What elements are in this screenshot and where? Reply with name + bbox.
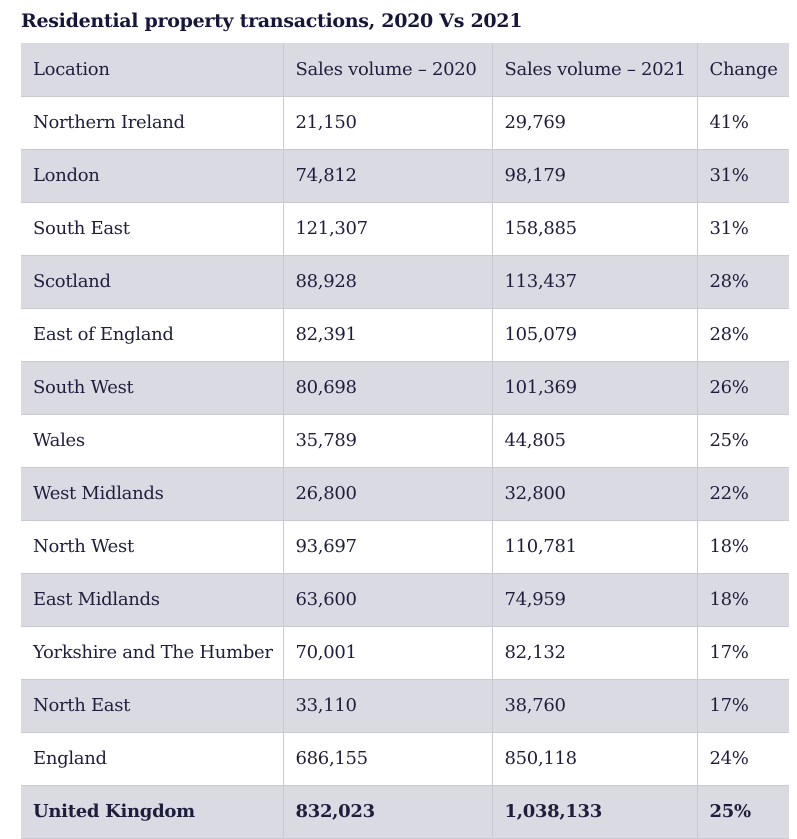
cell-location: North West — [21, 520, 284, 574]
cell-location: Northern Ireland — [21, 96, 284, 150]
header-location: Location — [21, 43, 284, 97]
cell-location: Yorkshire and The Humber — [21, 626, 284, 680]
cell-sales-2020: 33,110 — [283, 679, 493, 733]
cell-sales-2020: 121,307 — [283, 202, 493, 256]
cell-sales-2020: 63,600 — [283, 573, 493, 627]
cell-sales-2020: 26,800 — [283, 467, 493, 521]
cell-change: 31% — [697, 149, 789, 203]
cell-sales-2021: 158,885 — [492, 202, 698, 256]
cell-sales-2021: 101,369 — [492, 361, 698, 415]
cell-location: London — [21, 149, 284, 203]
table-title: Residential property transactions, 2020 … — [21, 10, 523, 32]
cell-sales-2020: 70,001 — [283, 626, 493, 680]
table-row: South West 80,698 101,369 26% — [21, 361, 789, 415]
cell-sales-2020: 832,023 — [283, 785, 493, 839]
cell-location: East of England — [21, 308, 284, 362]
header-change: Change — [697, 43, 789, 97]
cell-sales-2021: 29,769 — [492, 96, 698, 150]
cell-change: 28% — [697, 255, 789, 309]
cell-sales-2020: 686,155 — [283, 732, 493, 786]
cell-sales-2020: 88,928 — [283, 255, 493, 309]
table-row: Wales 35,789 44,805 25% — [21, 414, 789, 468]
table-row: England 686,155 850,118 24% — [21, 732, 789, 786]
cell-location: North East — [21, 679, 284, 733]
cell-change: 26% — [697, 361, 789, 415]
cell-sales-2020: 21,150 — [283, 96, 493, 150]
cell-sales-2021: 113,437 — [492, 255, 698, 309]
cell-sales-2020: 82,391 — [283, 308, 493, 362]
cell-sales-2020: 74,812 — [283, 149, 493, 203]
cell-change: 18% — [697, 573, 789, 627]
cell-sales-2021: 38,760 — [492, 679, 698, 733]
cell-change: 41% — [697, 96, 789, 150]
cell-change: 17% — [697, 626, 789, 680]
cell-location: Scotland — [21, 255, 284, 309]
table-row: North East 33,110 38,760 17% — [21, 679, 789, 733]
table-row-total: United Kingdom 832,023 1,038,133 25% — [21, 785, 789, 839]
cell-sales-2021: 110,781 — [492, 520, 698, 574]
cell-location: United Kingdom — [21, 785, 284, 839]
cell-change: 31% — [697, 202, 789, 256]
table-row: Northern Ireland 21,150 29,769 41% — [21, 96, 789, 150]
cell-location: England — [21, 732, 284, 786]
cell-change: 18% — [697, 520, 789, 574]
header-row: Location Sales volume – 2020 Sales volum… — [21, 43, 789, 97]
cell-change: 25% — [697, 414, 789, 468]
cell-change: 17% — [697, 679, 789, 733]
cell-sales-2021: 44,805 — [492, 414, 698, 468]
cell-sales-2021: 1,038,133 — [492, 785, 698, 839]
table-row: London 74,812 98,179 31% — [21, 149, 789, 203]
cell-sales-2021: 82,132 — [492, 626, 698, 680]
cell-change: 28% — [697, 308, 789, 362]
transactions-table: Location Sales volume – 2020 Sales volum… — [21, 43, 789, 839]
cell-location: Wales — [21, 414, 284, 468]
cell-change: 22% — [697, 467, 789, 521]
table-body: Northern Ireland 21,150 29,769 41% Londo… — [21, 96, 789, 839]
cell-change: 24% — [697, 732, 789, 786]
header-sales-2021: Sales volume – 2021 — [492, 43, 698, 97]
table-row: Yorkshire and The Humber 70,001 82,132 1… — [21, 626, 789, 680]
table-row: North West 93,697 110,781 18% — [21, 520, 789, 574]
table-row: Scotland 88,928 113,437 28% — [21, 255, 789, 309]
table-row: West Midlands 26,800 32,800 22% — [21, 467, 789, 521]
cell-sales-2021: 32,800 — [492, 467, 698, 521]
cell-sales-2021: 105,079 — [492, 308, 698, 362]
cell-sales-2021: 74,959 — [492, 573, 698, 627]
cell-sales-2020: 35,789 — [283, 414, 493, 468]
table-header: Location Sales volume – 2020 Sales volum… — [21, 43, 789, 97]
cell-sales-2020: 80,698 — [283, 361, 493, 415]
header-sales-2020: Sales volume – 2020 — [283, 43, 493, 97]
cell-sales-2021: 850,118 — [492, 732, 698, 786]
cell-sales-2020: 93,697 — [283, 520, 493, 574]
cell-location: West Midlands — [21, 467, 284, 521]
cell-change: 25% — [697, 785, 789, 839]
table-row: East of England 82,391 105,079 28% — [21, 308, 789, 362]
table-row: East Midlands 63,600 74,959 18% — [21, 573, 789, 627]
table-row: South East 121,307 158,885 31% — [21, 202, 789, 256]
cell-sales-2021: 98,179 — [492, 149, 698, 203]
cell-location: South West — [21, 361, 284, 415]
cell-location: East Midlands — [21, 573, 284, 627]
cell-location: South East — [21, 202, 284, 256]
